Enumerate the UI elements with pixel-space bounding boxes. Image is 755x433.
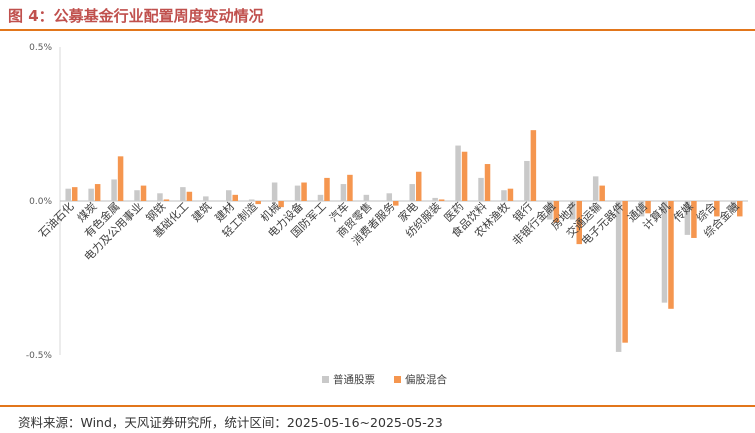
figure-title: 图 4：公募基金行业配置周度变动情况 <box>8 7 264 25</box>
bar <box>501 190 507 201</box>
category-labels: 石油石化煤炭有色金属电力及公用事业钢铁基础化工建筑建材轻工制造机械电力设备国防军… <box>36 199 742 263</box>
bar <box>668 201 674 309</box>
bar <box>271 182 278 201</box>
bar <box>484 164 491 201</box>
bar <box>134 190 140 201</box>
title-bar: 图 4：公募基金行业配置周度变动情况 <box>0 0 755 30</box>
bar <box>393 201 399 206</box>
title-rule <box>0 29 755 31</box>
bar <box>294 185 301 201</box>
bar <box>645 201 651 214</box>
chart-axes: 0.5% 0.0% -0.5% <box>26 43 748 361</box>
bar <box>570 201 576 220</box>
bar <box>278 201 284 208</box>
bar <box>530 130 537 201</box>
y-tick-label: 0.0% <box>29 197 52 207</box>
bar <box>203 196 209 201</box>
bar <box>301 182 307 201</box>
bar <box>461 151 468 201</box>
bar <box>324 177 330 201</box>
bar <box>599 185 605 201</box>
bar <box>478 177 484 201</box>
bar <box>140 185 147 201</box>
bar <box>592 176 599 201</box>
bar <box>547 201 553 220</box>
bar <box>730 201 737 211</box>
bar <box>111 179 117 201</box>
bar <box>186 191 193 201</box>
bar <box>622 201 628 343</box>
y-tick-label: 0.5% <box>29 43 52 53</box>
chart-bars <box>65 130 743 352</box>
bar <box>438 199 445 201</box>
bar <box>409 184 415 201</box>
bar <box>432 197 438 201</box>
bar <box>117 156 124 201</box>
source-note: 资料来源：Wind，天风证券研究所，统计区间：2025-05-16~2025-0… <box>18 415 443 430</box>
bar <box>232 194 238 201</box>
x-tick-label: 建筑 <box>189 199 214 224</box>
bar <box>507 188 514 201</box>
legend-label: 偏股混合 <box>405 373 447 386</box>
bar <box>157 193 163 201</box>
bar <box>714 201 720 217</box>
bar <box>691 201 697 238</box>
bar <box>180 187 186 201</box>
bar <box>340 184 347 201</box>
bar <box>615 201 622 352</box>
bar <box>71 187 78 201</box>
legend-swatch <box>394 376 401 383</box>
bar <box>455 145 461 201</box>
bar <box>163 199 170 201</box>
bar <box>255 201 261 205</box>
bar-chart: 0.5% 0.0% -0.5% 石油石化煤炭有色金属电力及公用事业钢铁基础化工建筑建… <box>26 43 748 386</box>
bar <box>524 160 530 201</box>
bar <box>415 171 422 201</box>
bar <box>88 188 94 201</box>
bar <box>317 194 324 201</box>
bar <box>737 201 743 217</box>
bar <box>386 193 393 201</box>
bar <box>576 201 582 245</box>
y-tick-label: -0.5% <box>26 351 53 361</box>
bar <box>347 174 353 201</box>
bar <box>363 194 370 201</box>
bar <box>248 199 255 201</box>
bar <box>553 201 560 223</box>
bar <box>638 201 645 217</box>
legend-label: 普通股票 <box>333 373 375 386</box>
bar <box>684 201 691 235</box>
bar <box>94 184 101 201</box>
bar <box>65 188 71 201</box>
legend-swatch <box>322 376 329 383</box>
chart-legend: 普通股票 偏股混合 <box>322 373 447 386</box>
bar <box>661 201 668 303</box>
source-rule <box>0 405 755 407</box>
bar <box>226 190 232 201</box>
